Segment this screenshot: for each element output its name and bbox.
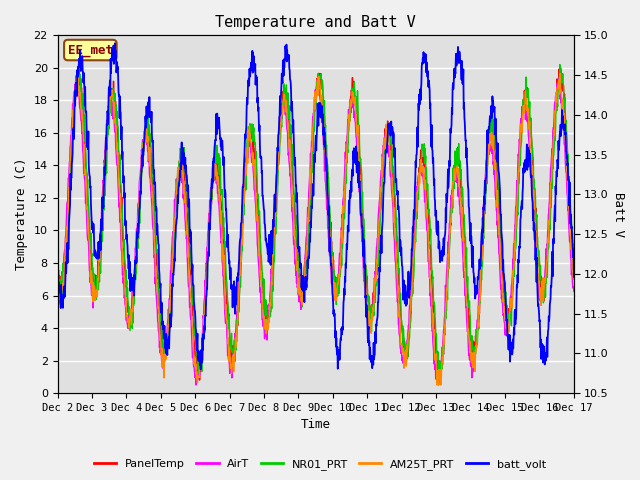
batt_volt: [197, 366, 205, 372]
batt_volt: [509, 346, 517, 351]
AM25T_PRT: [570, 272, 578, 278]
batt_volt: [464, 177, 472, 183]
AirT: [570, 288, 578, 294]
AirT: [464, 328, 472, 334]
NR01_PRT: [570, 261, 578, 267]
NR01_PRT: [463, 285, 471, 290]
AM25T_PRT: [227, 365, 234, 371]
NR01_PRT: [509, 288, 516, 294]
batt_volt: [54, 264, 61, 269]
Legend: PanelTemp, AirT, NR01_PRT, AM25T_PRT, batt_volt: PanelTemp, AirT, NR01_PRT, AM25T_PRT, ba…: [90, 455, 550, 474]
batt_volt: [156, 285, 164, 291]
Title: Temperature and Batt V: Temperature and Batt V: [215, 15, 416, 30]
AM25T_PRT: [509, 275, 517, 280]
AM25T_PRT: [464, 320, 472, 325]
PanelTemp: [396, 285, 403, 291]
AM25T_PRT: [74, 68, 82, 74]
NR01_PRT: [435, 377, 443, 383]
AM25T_PRT: [156, 337, 164, 343]
Text: EE_met: EE_met: [68, 44, 113, 57]
batt_volt: [227, 272, 235, 277]
batt_volt: [396, 237, 404, 243]
AirT: [227, 364, 235, 370]
batt_volt: [111, 40, 119, 46]
AM25T_PRT: [54, 282, 61, 288]
NR01_PRT: [168, 271, 176, 276]
Line: NR01_PRT: NR01_PRT: [58, 65, 574, 380]
PanelTemp: [168, 263, 176, 268]
NR01_PRT: [54, 278, 61, 284]
Y-axis label: Temperature (C): Temperature (C): [15, 158, 28, 270]
X-axis label: Time: Time: [301, 419, 331, 432]
AirT: [192, 382, 200, 388]
AirT: [72, 73, 79, 79]
PanelTemp: [227, 346, 234, 352]
AM25T_PRT: [169, 251, 177, 257]
PanelTemp: [557, 65, 564, 71]
AirT: [396, 345, 404, 350]
AirT: [509, 260, 517, 266]
Line: AM25T_PRT: AM25T_PRT: [58, 71, 574, 385]
Line: batt_volt: batt_volt: [58, 43, 574, 369]
NR01_PRT: [556, 62, 564, 68]
Line: AirT: AirT: [58, 76, 574, 385]
PanelTemp: [570, 258, 578, 264]
NR01_PRT: [396, 289, 403, 295]
batt_volt: [169, 284, 177, 289]
Line: PanelTemp: PanelTemp: [58, 68, 574, 385]
AirT: [169, 232, 177, 238]
PanelTemp: [509, 271, 516, 277]
AM25T_PRT: [433, 382, 440, 388]
Y-axis label: Batt V: Batt V: [612, 192, 625, 237]
batt_volt: [570, 274, 578, 280]
NR01_PRT: [156, 313, 164, 319]
PanelTemp: [54, 264, 61, 269]
AirT: [54, 289, 61, 295]
PanelTemp: [435, 382, 442, 388]
NR01_PRT: [227, 342, 234, 348]
AM25T_PRT: [396, 321, 404, 326]
PanelTemp: [463, 290, 471, 296]
AirT: [156, 350, 164, 356]
PanelTemp: [156, 325, 164, 331]
